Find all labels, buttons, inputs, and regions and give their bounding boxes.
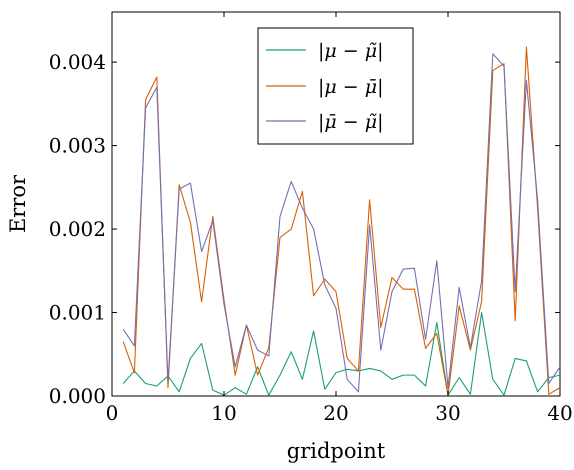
x-tick-label: 30 [435,401,460,425]
y-axis-label: Error [6,174,30,233]
series-layer [122,46,561,396]
legend-label-series-3: |μ̄ − μ̃| [318,111,384,133]
y-tick-label: 0.003 [49,134,106,158]
x-tick-label: 20 [323,401,348,425]
y-tick-label: 0.000 [49,384,106,408]
series-line-3 [122,53,561,393]
x-tick-label: 10 [211,401,236,425]
y-tick-label: 0.004 [49,50,106,74]
legend-label-series-1: |μ − μ̃| [318,40,384,62]
plot-area: 0 10 20 30 40 0.000 0.001 0.002 0.003 0.004 [49,11,573,425]
legend-label-series-2: |μ − μ̄| [318,76,384,98]
x-tick-label: 40 [547,401,572,425]
series-line-2 [122,46,561,396]
series-line-1 [122,311,561,396]
y-tick-label: 0.001 [49,301,106,325]
y-tick-label: 0.002 [49,217,106,241]
tick-layer: 0 10 20 30 40 0.000 0.001 0.002 0.003 0.004 [49,12,573,425]
x-axis-label: gridpoint [287,439,386,463]
legend: |μ − μ̃| |μ − μ̄| |μ̄ − μ̃| [257,27,414,145]
x-tick-label: 0 [106,401,119,425]
